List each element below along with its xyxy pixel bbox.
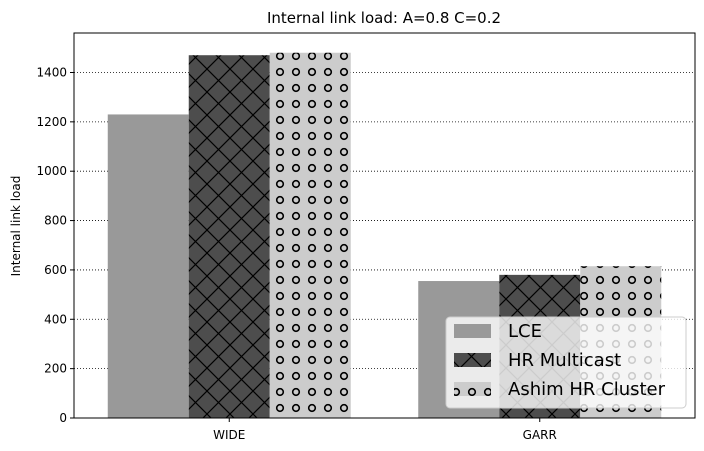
legend-label: Ashim HR Cluster [508,379,666,400]
chart-title: Internal link load: A=0.8 C=0.2 [267,9,501,27]
plot-frame [73,32,696,419]
bar-hr-multicast-wide [188,55,270,418]
y-axis-label: Internal link load [9,176,23,277]
bar-ashim-hr-cluster-wide [269,52,351,418]
y-tick-label: 1200 [36,115,67,129]
legend-swatch [454,353,491,367]
y-tick-label: 400 [44,312,67,326]
legend-swatch [454,324,491,338]
y-tick-label: 1400 [36,65,67,79]
legend: LCE HR Multicast Ashim HR Cluster [445,316,687,409]
legend-swatch [454,382,491,396]
y-tick-label: 600 [44,263,67,277]
x-tick-label: WIDE [213,428,245,442]
legend-label: HR Multicast [508,350,621,371]
y-tick-label: 1000 [36,164,67,178]
x-tick-label: GARR [523,428,557,442]
bar-lce-wide [107,114,189,418]
y-tick-label: 800 [44,214,67,228]
y-tick-label: 200 [44,362,67,376]
legend-label: LCE [508,321,542,342]
axes: 0 200 400 600 800 1000 1200 1400 WIDE GARR [36,65,556,442]
legend-box [445,316,687,409]
y-tick-label: 0 [59,411,67,425]
